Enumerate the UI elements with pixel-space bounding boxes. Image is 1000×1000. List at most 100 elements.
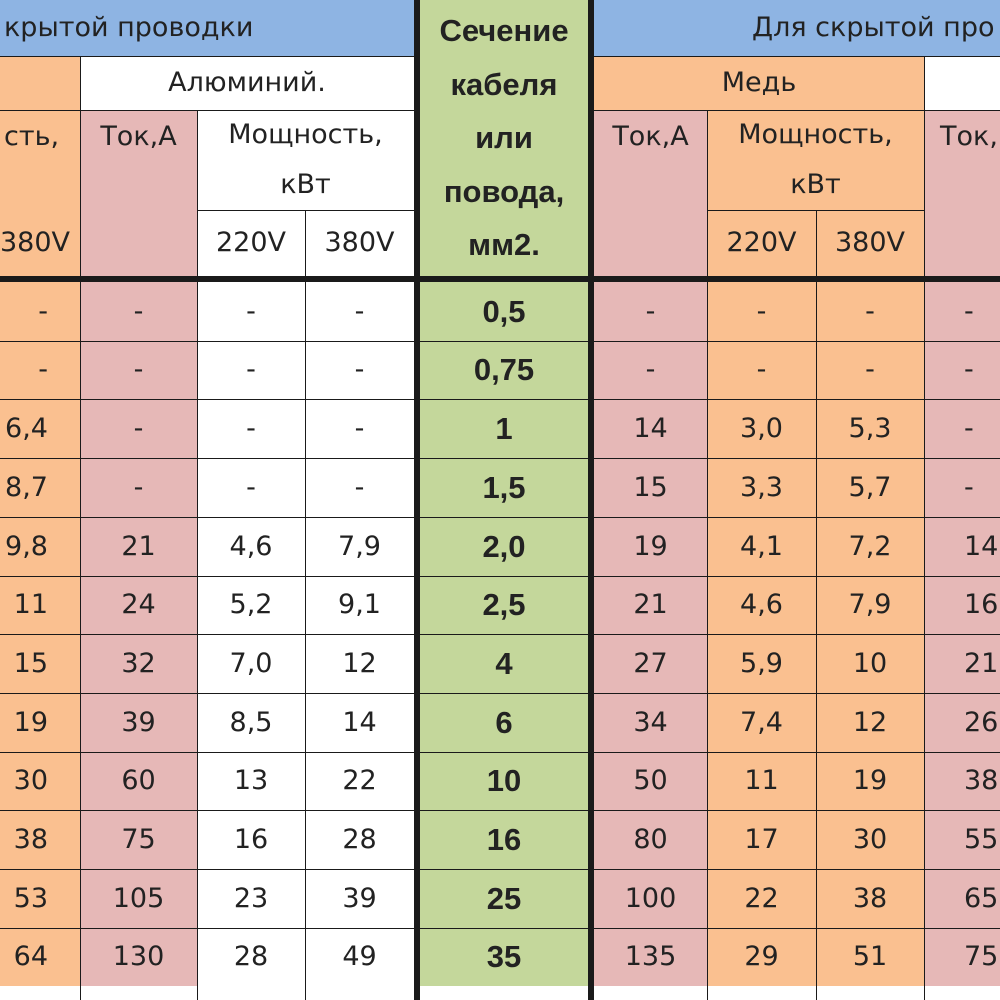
header-copper-left-partial xyxy=(0,56,80,110)
grid-line xyxy=(0,341,414,342)
section-cell: 1,5 xyxy=(420,458,588,517)
header-380v-left: 380V xyxy=(305,210,414,276)
aluminum-current-far-right-cell: 14 xyxy=(924,517,1000,576)
power-380v-partial-cell: 6,4 xyxy=(0,399,80,458)
aluminum-current-far-right-cell: 16 xyxy=(924,576,1000,634)
aluminum-current-far-right-cell: - xyxy=(924,458,1000,517)
grid-line xyxy=(594,56,1000,57)
aluminum-current-cell: 60 xyxy=(80,752,197,810)
section-cell: 35 xyxy=(420,928,588,986)
grid-line xyxy=(594,576,1000,577)
grid-line xyxy=(420,752,588,753)
aluminum-power-220v-cell: - xyxy=(197,282,305,341)
copper-power-380v-cell: - xyxy=(816,282,924,341)
header-power-right: Мощность, кВт xyxy=(707,110,924,210)
aluminum-current-cell: 105 xyxy=(80,869,197,928)
grid-line xyxy=(924,56,925,1000)
copper-power-220v-cell: - xyxy=(707,341,816,399)
power-380v-partial-cell: 30 xyxy=(0,752,80,810)
aluminum-current-far-right-cell: 26 xyxy=(924,693,1000,752)
grid-line xyxy=(594,341,1000,342)
aluminum-current-far-right-cell: 65 xyxy=(924,869,1000,928)
grid-line xyxy=(420,517,588,518)
copper-power-220v-cell: 29 xyxy=(707,928,816,986)
aluminum-power-380v-cell: 9,1 xyxy=(305,576,414,634)
grid-line xyxy=(816,210,817,1000)
header-220v-left: 220V xyxy=(197,210,305,276)
copper-current-cell: 14 xyxy=(594,399,707,458)
aluminum-current-cell: 130 xyxy=(80,928,197,986)
aluminum-power-220v-cell: 28 xyxy=(197,928,305,986)
aluminum-power-380v-cell: 39 xyxy=(305,869,414,928)
power-380v-partial-cell: - xyxy=(0,341,80,399)
aluminum-current-far-right-cell: 38 xyxy=(924,752,1000,810)
header-current-right: Ток,А xyxy=(594,110,707,276)
power-380v-partial-cell: 8,7 xyxy=(0,458,80,517)
grid-line xyxy=(594,810,1000,811)
header-power-partial: сть, xyxy=(0,110,80,210)
header-current-left: Ток,А xyxy=(80,110,197,276)
grid-line xyxy=(420,399,588,400)
grid-line xyxy=(594,399,1000,400)
section-cell: 16 xyxy=(420,810,588,869)
aluminum-power-380v-cell: 7,9 xyxy=(305,517,414,576)
section-cell: 2,0 xyxy=(420,517,588,576)
aluminum-current-cell: 32 xyxy=(80,634,197,693)
copper-current-cell: 34 xyxy=(594,693,707,752)
grid-line xyxy=(0,576,414,577)
grid-line xyxy=(420,810,588,811)
section-cell: 25 xyxy=(420,869,588,928)
grid-line xyxy=(0,752,414,753)
header-group-left: крытой проводки xyxy=(0,0,414,56)
aluminum-current-cell: - xyxy=(80,282,197,341)
copper-power-220v-cell: 3,0 xyxy=(707,399,816,458)
section-cell: 0,5 xyxy=(420,282,588,341)
grid-line xyxy=(80,56,81,1000)
copper-power-220v-cell: 11 xyxy=(707,752,816,810)
copper-power-220v-cell: 3,3 xyxy=(707,458,816,517)
grid-line xyxy=(197,110,198,1000)
power-380v-partial-cell: - xyxy=(0,282,80,341)
aluminum-current-cell: 75 xyxy=(80,810,197,869)
aluminum-current-far-right-cell: 55 xyxy=(924,810,1000,869)
copper-power-380v-cell: 51 xyxy=(816,928,924,986)
section-cell: 10 xyxy=(420,752,588,810)
grid-line xyxy=(420,576,588,577)
copper-current-cell: 100 xyxy=(594,869,707,928)
header-current-far-right: Ток, xyxy=(924,110,1000,276)
aluminum-current-cell: - xyxy=(80,341,197,399)
copper-current-cell: - xyxy=(594,282,707,341)
grid-line xyxy=(0,693,414,694)
grid-line xyxy=(0,56,414,57)
copper-power-380v-cell: 5,3 xyxy=(816,399,924,458)
grid-line xyxy=(594,634,1000,635)
grid-line xyxy=(0,869,414,870)
copper-current-cell: 50 xyxy=(594,752,707,810)
copper-power-380v-cell: 38 xyxy=(816,869,924,928)
copper-power-220v-cell: 17 xyxy=(707,810,816,869)
grid-line xyxy=(0,810,414,811)
grid-line xyxy=(0,928,414,929)
grid-line xyxy=(707,210,924,211)
grid-line xyxy=(594,110,1000,111)
power-380v-partial-cell: 64 xyxy=(0,928,80,986)
copper-power-380v-cell: 5,7 xyxy=(816,458,924,517)
aluminum-power-220v-cell: - xyxy=(197,399,305,458)
header-group-right: Для скрытой про xyxy=(594,0,1000,56)
header-power-left: Мощность, кВт xyxy=(197,110,414,210)
aluminum-current-cell: 24 xyxy=(80,576,197,634)
power-380v-partial-cell: 53 xyxy=(0,869,80,928)
header-380v-partial: 380V xyxy=(0,210,80,276)
aluminum-power-380v-cell: - xyxy=(305,458,414,517)
copper-power-380v-cell: - xyxy=(816,341,924,399)
copper-current-cell: 80 xyxy=(594,810,707,869)
copper-current-cell: 19 xyxy=(594,517,707,576)
grid-line xyxy=(420,341,588,342)
aluminum-power-380v-cell: 12 xyxy=(305,634,414,693)
header-380v-right: 380V xyxy=(816,210,924,276)
aluminum-power-380v-cell: 28 xyxy=(305,810,414,869)
grid-line xyxy=(594,869,1000,870)
copper-power-380v-cell: 7,2 xyxy=(816,517,924,576)
copper-power-220v-cell: 5,9 xyxy=(707,634,816,693)
